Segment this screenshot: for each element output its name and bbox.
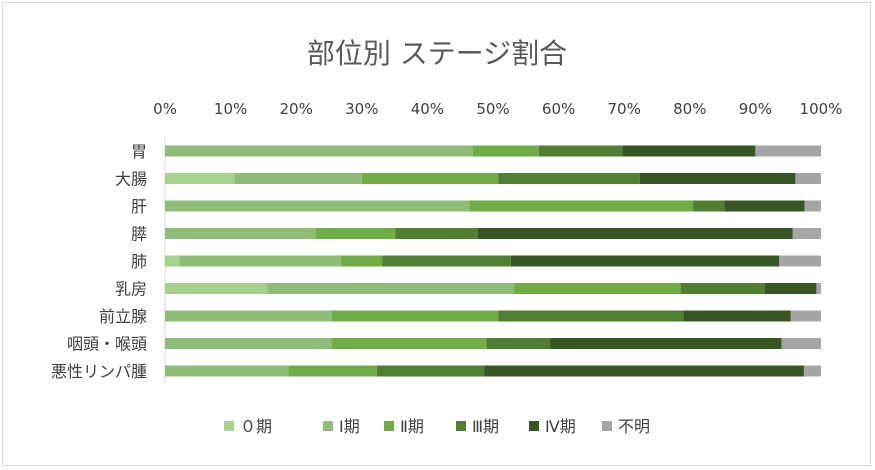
category-label: 肝 xyxy=(131,197,147,216)
category-label: 胃 xyxy=(131,142,147,161)
bar-segment xyxy=(639,173,796,184)
legend-label: 不明 xyxy=(618,417,650,436)
bar-segment xyxy=(472,145,539,157)
legend-item: Ⅰ期 xyxy=(323,417,360,436)
bar-segment xyxy=(315,228,396,239)
bar-segment xyxy=(804,200,821,212)
bar-segment xyxy=(498,173,640,184)
category-label: 大腸 xyxy=(115,170,147,189)
x-axis-ticks: 0% 10% 20% 30% 40% 50% 60% 70% 80% 90% 100% xyxy=(153,100,842,118)
bar-segment xyxy=(764,283,817,294)
category-label: 悪性リンパ腫 xyxy=(51,362,147,381)
x-tick-label: 50% xyxy=(476,100,509,118)
bar-segment xyxy=(550,338,782,349)
x-tick-label: 30% xyxy=(345,100,378,118)
bar-segment xyxy=(179,255,341,267)
bar-segment xyxy=(790,310,821,322)
bar-segment xyxy=(382,255,511,267)
bar-segment xyxy=(477,228,793,239)
bar-segment xyxy=(693,200,725,212)
bar-segment xyxy=(165,310,332,322)
bar-segment xyxy=(165,283,268,294)
bar-segment xyxy=(165,338,332,349)
legend-item: Ⅲ期 xyxy=(456,417,499,436)
category-label: 咽頭・喉頭 xyxy=(67,335,147,354)
x-tick-label: 100% xyxy=(800,100,843,118)
x-tick-label: 0% xyxy=(153,100,177,118)
bar-segment xyxy=(376,365,485,377)
legend-label: ０期 xyxy=(240,417,272,436)
bar-segment xyxy=(486,338,551,349)
category-label: 膵 xyxy=(131,225,147,244)
bar-segment xyxy=(795,173,821,184)
x-tick-label: 10% xyxy=(214,100,247,118)
x-tick-label: 90% xyxy=(739,100,772,118)
bar-segment xyxy=(680,283,765,294)
legend-swatch xyxy=(224,421,234,431)
bar-segment xyxy=(779,255,821,267)
bar-segment xyxy=(340,255,383,267)
legend-label: Ⅲ期 xyxy=(472,417,499,436)
legend-item: Ⅳ期 xyxy=(529,417,576,436)
bar-segment xyxy=(510,255,780,267)
category-label: 乳房 xyxy=(115,280,147,299)
x-tick-label: 80% xyxy=(673,100,706,118)
legend-item: 不明 xyxy=(602,417,650,436)
bar-segment xyxy=(165,200,470,212)
category-label: 前立腺 xyxy=(99,307,147,326)
bar-segment xyxy=(165,173,235,184)
bar-segment xyxy=(803,365,821,377)
legend: ０期 Ⅰ期 Ⅱ期 Ⅲ期 Ⅳ期 不明 xyxy=(224,417,650,436)
bar-segment xyxy=(724,200,805,212)
legend-item: Ⅱ期 xyxy=(384,417,424,436)
legend-swatch xyxy=(384,421,394,431)
bar-segment xyxy=(331,310,499,322)
bar-segment xyxy=(498,310,684,322)
bar-segment xyxy=(683,310,791,322)
bar-segment xyxy=(484,365,804,377)
x-tick-label: 20% xyxy=(280,100,313,118)
x-tick-label: 60% xyxy=(542,100,575,118)
bar-segment xyxy=(395,228,478,239)
bar-segment xyxy=(165,255,180,267)
bar-segment xyxy=(331,338,487,349)
legend-swatch xyxy=(456,421,466,431)
chart-title: 部位別 ステージ割合 xyxy=(307,37,567,70)
bar-segment xyxy=(513,283,681,294)
bar-segment xyxy=(816,283,821,294)
legend-swatch xyxy=(529,421,539,431)
x-tick-label: 70% xyxy=(608,100,641,118)
bar-segment xyxy=(469,200,694,212)
bars xyxy=(165,145,821,377)
legend-label: Ⅱ期 xyxy=(400,417,424,436)
bar-segment xyxy=(792,228,821,239)
legend-swatch xyxy=(323,421,333,431)
legend-item: ０期 xyxy=(224,417,272,436)
bar-segment xyxy=(165,228,316,239)
bar-segment xyxy=(288,365,377,377)
bar-segment xyxy=(755,145,821,157)
category-label: 肺 xyxy=(131,252,147,271)
bar-segment xyxy=(165,145,473,157)
bar-segment xyxy=(267,283,514,294)
x-tick-label: 40% xyxy=(411,100,444,118)
bar-segment xyxy=(538,145,623,157)
bar-segment xyxy=(622,145,756,157)
bar-segment xyxy=(165,365,289,377)
legend-swatch xyxy=(602,421,612,431)
legend-label: Ⅳ期 xyxy=(545,417,576,436)
legend-label: Ⅰ期 xyxy=(339,417,360,436)
bar-segment xyxy=(361,173,499,184)
bar-segment xyxy=(781,338,821,349)
bar-segment xyxy=(234,173,362,184)
